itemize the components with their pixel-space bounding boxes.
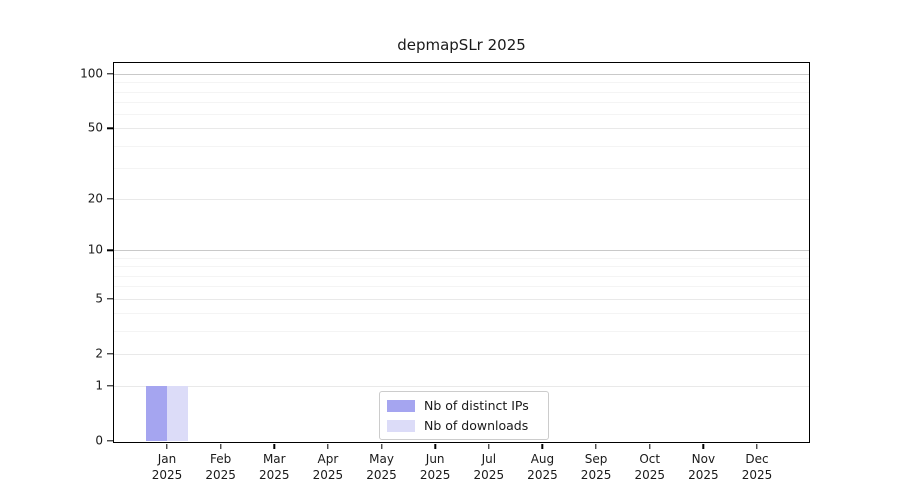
x-axis-tick-label: Aug 2025 xyxy=(527,452,558,482)
gridline-major xyxy=(114,128,809,130)
x-axis-tick-label: Feb 2025 xyxy=(205,452,236,482)
y-axis-tick-label: 1 xyxy=(95,378,103,393)
gridline-minor xyxy=(114,266,809,268)
y-axis-tick-mark xyxy=(106,385,113,387)
x-axis-tick-label: Oct 2025 xyxy=(634,452,665,482)
x-axis-tick-label: Nov 2025 xyxy=(688,452,719,482)
gridline-minor xyxy=(114,114,809,116)
x-axis-tick-label: May 2025 xyxy=(366,452,397,482)
gridline-minor xyxy=(114,167,809,169)
gridline-minor xyxy=(114,82,809,84)
legend-entry-downloads: Nb of downloads xyxy=(387,418,540,433)
y-axis-tick-label: 0 xyxy=(95,433,103,448)
legend-label-downloads: Nb of downloads xyxy=(424,418,529,433)
gridline-major xyxy=(114,385,809,387)
x-axis-tick-mark xyxy=(756,443,758,449)
gridline-major xyxy=(114,74,809,75)
y-axis-tick-label: 10 xyxy=(87,243,103,258)
x-axis-tick-label: Jan 2025 xyxy=(151,452,183,482)
plot-area: 0 1 2 5 10 20 50 100 Jan 2025 Feb 2025 Mar 2025 Apr 202… xyxy=(80,62,810,482)
legend-entry-distinct-ips: Nb of distinct IPs xyxy=(387,398,540,413)
plot-canvas: 0 1 2 5 10 20 50 100 Jan 2025 Feb 2025 Mar 2025 Apr 202… xyxy=(80,63,809,482)
gridline-minor xyxy=(114,257,809,259)
x-axis-tick-mark xyxy=(434,443,436,449)
gridline-minor xyxy=(114,91,809,93)
x-axis-tick-label: Sep 2025 xyxy=(580,452,612,482)
x-axis-tick-mark xyxy=(488,443,490,449)
y-axis-tick-mark xyxy=(106,198,113,200)
legend-swatch-downloads xyxy=(387,419,415,432)
gridline-minor xyxy=(114,330,809,332)
y-axis-tick-label: 50 xyxy=(87,121,103,136)
y-axis-tick-label: 100 xyxy=(80,66,103,81)
x-axis-tick-mark xyxy=(649,443,651,449)
x-axis-tick-mark xyxy=(219,443,222,449)
x-axis-tick-label: Jun 2025 xyxy=(419,452,451,482)
gridline-major xyxy=(114,250,809,252)
gridline-major xyxy=(114,298,809,300)
x-axis-tick-mark xyxy=(327,443,329,449)
y-axis-tick-mark xyxy=(106,249,113,252)
y-axis-tick-mark xyxy=(106,73,113,75)
y-axis-tick-mark xyxy=(106,352,113,355)
y-axis-tick-label: 2 xyxy=(95,346,103,361)
y-axis-tick-label: 5 xyxy=(95,291,103,306)
x-axis-tick-label: Jul 2025 xyxy=(473,452,505,482)
gridline-major xyxy=(114,353,809,355)
x-axis-tick-mark xyxy=(166,443,168,449)
y-axis-tick-mark xyxy=(106,297,113,300)
gridline-minor xyxy=(114,286,809,288)
gridline-minor xyxy=(114,102,809,104)
x-axis-tick-mark xyxy=(380,443,383,449)
x-axis-tick-mark xyxy=(595,443,597,449)
y-axis-tick-mark xyxy=(106,440,113,442)
x-axis-tick-mark xyxy=(273,443,275,449)
x-axis-tick-label: Dec 2025 xyxy=(741,452,773,482)
legend-swatch-distinct-ips xyxy=(387,399,415,412)
bar-distinct-ips-jan-2025 xyxy=(146,385,167,441)
gridline-minor xyxy=(114,145,809,147)
legend-label-distinct-ips: Nb of distinct IPs xyxy=(424,398,529,413)
x-axis-tick-label: Mar 2025 xyxy=(258,452,290,482)
x-axis-tick-mark xyxy=(702,443,705,449)
legend: Nb of distinct IPs Nb of downloads xyxy=(379,391,549,440)
x-axis-tick-label: Apr 2025 xyxy=(312,452,344,482)
gridline-minor xyxy=(114,313,809,315)
chart-title: depmapSLr 2025 xyxy=(397,36,526,54)
bar-downloads-jan-2025 xyxy=(167,385,188,441)
y-axis-tick-label: 20 xyxy=(87,191,103,206)
x-axis-tick-mark xyxy=(541,443,544,449)
gridline-major xyxy=(114,198,809,200)
y-axis-tick-mark xyxy=(106,127,113,130)
gridline-minor xyxy=(114,275,809,277)
